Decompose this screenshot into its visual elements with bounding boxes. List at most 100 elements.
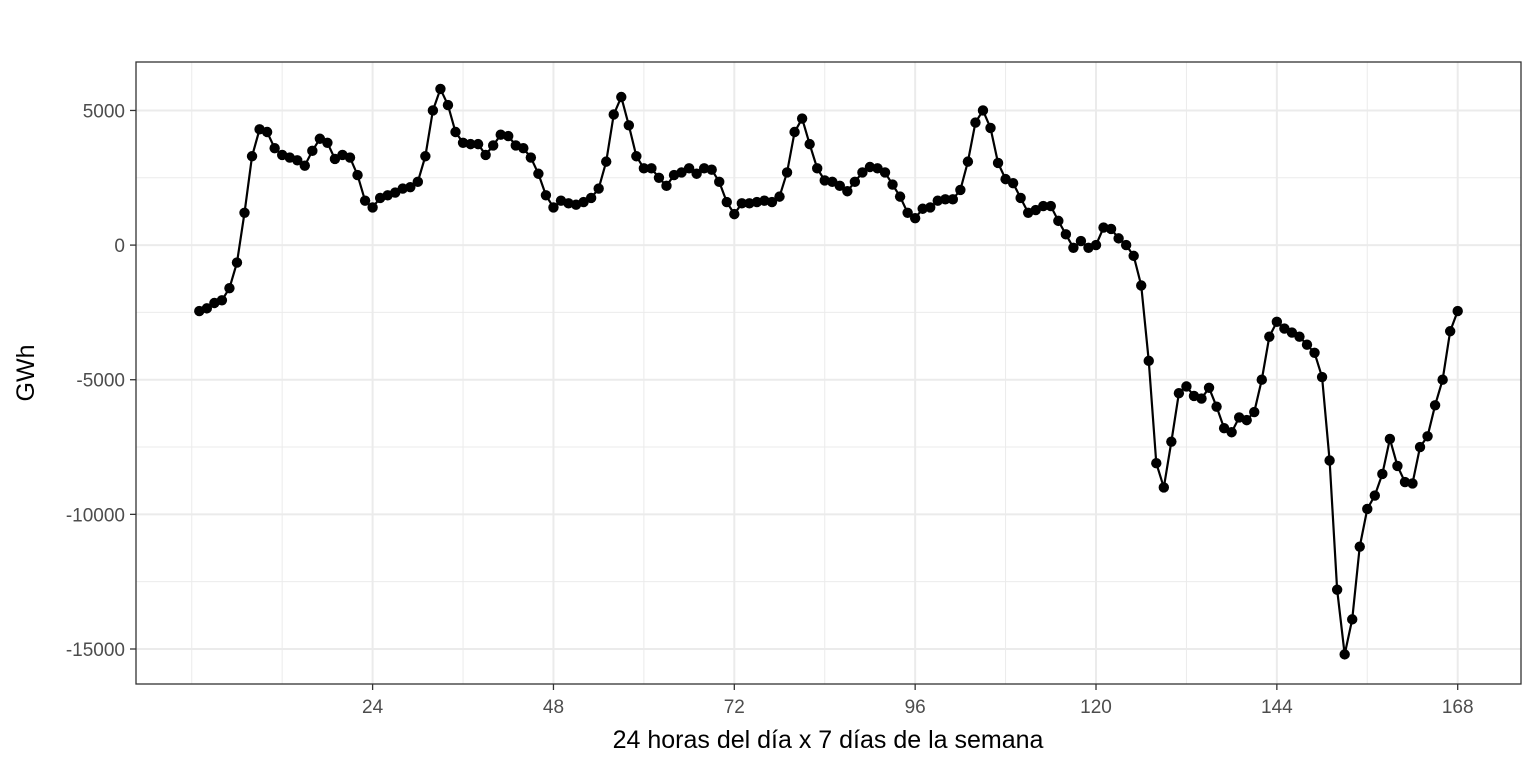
data-point [638,163,650,174]
data-point [427,105,439,116]
data-point [766,196,778,208]
data-point [1331,584,1343,595]
data-point [714,176,725,188]
data-point [487,140,499,151]
data-point [729,208,740,220]
data-point [781,167,793,178]
data-point [653,172,665,183]
data-point [1384,433,1396,445]
data-point [540,190,552,201]
data-point [1105,223,1117,235]
data-point [796,113,808,124]
data-point [1271,316,1283,328]
data-point [231,257,243,268]
data-point [593,183,604,194]
data-point [1369,490,1381,501]
data-point [736,198,748,209]
x-tick-label: 144 [1261,697,1293,718]
data-point [1249,406,1260,418]
data-point [894,191,906,202]
x-axis-title: 24 horas del día x 7 días de la semana [613,726,1044,754]
data-point [1407,478,1418,489]
data-point [601,156,612,167]
x-tick-label: 168 [1442,697,1474,718]
data-point [1075,235,1087,247]
data-point [992,157,1004,169]
data-point [1256,374,1267,385]
data-point [631,151,642,162]
data-point [412,176,424,188]
data-point [405,182,416,193]
data-point [849,176,861,188]
data-point [1068,242,1079,253]
grid [136,62,1521,684]
data-point [812,163,823,174]
data-point [465,138,476,150]
data-point [1113,233,1124,244]
data-point [1045,200,1056,212]
data-point [1166,436,1177,447]
data-point [420,151,431,162]
data-point [503,130,514,142]
plot-panel-border [135,61,1522,685]
data-point [548,202,559,213]
y-tick-label: -10000 [66,505,125,526]
data-point [201,303,213,314]
data-point [1090,239,1102,251]
y-tick-label: -15000 [66,640,125,661]
data-point [1347,614,1358,625]
data-point [1437,374,1448,385]
data-point [661,180,672,192]
x-tick-label: 24 [362,697,384,718]
data-point [1158,482,1170,493]
data-point [322,137,333,148]
data-point [1226,427,1237,438]
axes: -15000 -10000 -5000 0 5000 24 48 72 96 120 144 168 [66,101,1474,718]
data-point [261,126,273,138]
data-point [367,202,378,213]
series-line [198,86,1459,655]
x-tick-label: 72 [724,697,745,718]
data-point [947,194,959,205]
data-point [1241,414,1252,426]
data-point [970,117,981,128]
data-point [1339,649,1350,660]
y-tick-label: -5000 [76,371,125,392]
data-point [1264,331,1275,342]
data-point [1196,393,1207,404]
data-point [623,120,635,131]
data-point [472,138,484,150]
data-point [683,163,695,174]
data-point [480,149,491,161]
data-point [1354,541,1365,552]
data-point [292,155,303,166]
data-point [925,202,936,213]
data-point [246,151,258,162]
data-point [299,160,310,171]
data-point [352,169,363,181]
data-point [239,207,250,218]
data-point [1143,355,1154,367]
data-point [435,83,446,95]
data-point [909,212,921,224]
data-point [1294,331,1305,342]
data-point [857,167,868,178]
data-point [985,122,996,134]
data-point [1120,239,1132,251]
data-point [1301,339,1313,350]
data-point [1316,371,1328,383]
data-point [1414,441,1426,453]
data-point [269,142,280,154]
data-point [518,142,529,154]
data-point [774,191,785,202]
x-tick-label: 48 [543,697,564,718]
data-point [1060,229,1072,240]
data-point [616,91,627,103]
data-point [1444,326,1456,337]
data-point [608,109,619,120]
data-points [194,83,1463,660]
data-point [533,168,544,179]
x-tick-label: 120 [1080,697,1112,718]
data-point [344,152,356,163]
data-point [789,126,800,138]
